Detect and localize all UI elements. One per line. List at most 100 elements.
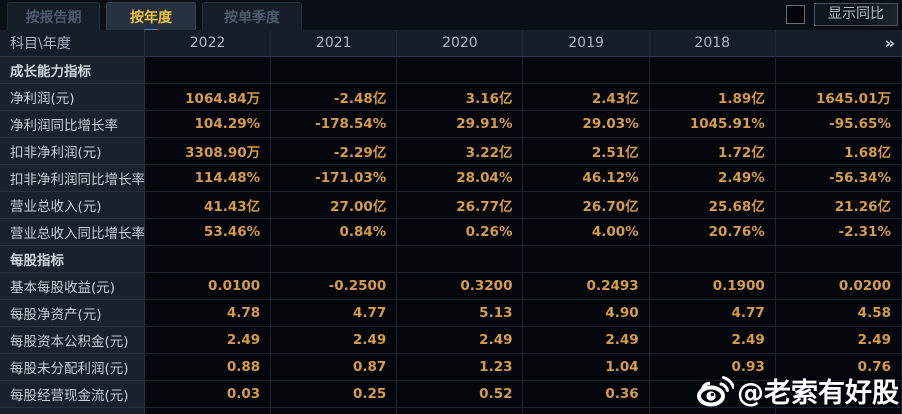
tab-by-year[interactable]: 按年度 <box>106 2 196 32</box>
value-cell: 53.46% <box>145 219 272 246</box>
value-cell: 2.49 <box>523 327 650 354</box>
column-header-year: 2019 <box>523 30 650 57</box>
value-cell: 1.72亿 <box>649 138 776 165</box>
tab-label: 按年度 <box>130 9 172 26</box>
value-cell: 0.3200 <box>397 273 524 300</box>
value-cell: 2.51亿 <box>523 138 650 165</box>
watermark: @老索有好股 <box>696 371 899 410</box>
value-cell: 1.89亿 <box>649 84 776 111</box>
value-cell: 4.00% <box>523 219 650 246</box>
value-cell <box>649 57 776 84</box>
value-cell: -2.48亿 <box>271 84 398 111</box>
value-cell: 1064.84万 <box>145 84 272 111</box>
value-cell: 0.0200 <box>775 273 902 300</box>
row-label: 扣非净利润同比增长率 <box>0 165 145 192</box>
tab-by-report-period[interactable]: 按报告期 <box>7 2 100 30</box>
value-cell: -0.2500 <box>271 273 398 300</box>
value-cell <box>397 408 524 414</box>
row-label: 每股未分配利润(元) <box>0 354 145 381</box>
value-cell: 104.29% <box>145 111 272 138</box>
yoy-controls: 显示同比 <box>786 0 902 30</box>
value-cell: 0.88 <box>145 354 272 381</box>
value-cell: 0.0100 <box>145 273 272 300</box>
value-cell <box>145 57 272 84</box>
value-cell: 1645.01万 <box>775 84 902 111</box>
tab-label: 按报告期 <box>25 9 82 26</box>
value-cell: 21.26亿 <box>775 192 902 219</box>
value-cell: 0.52 <box>397 381 524 408</box>
value-cell: 4.78 <box>145 300 272 327</box>
value-cell: 29.91% <box>397 111 524 138</box>
value-cell: 28.04% <box>397 165 524 192</box>
value-cell <box>523 408 650 414</box>
value-cell: 4.58 <box>775 300 902 327</box>
value-cell: 0.76 <box>775 354 902 381</box>
value-cell: -95.65% <box>775 111 902 138</box>
period-tabbar: 按报告期 按年度 按单季度 显示同比 <box>0 0 902 32</box>
row-label: 营业总收入(元) <box>0 192 145 219</box>
value-cell: 4.90 <box>523 300 650 327</box>
value-cell: 0.36 <box>523 381 650 408</box>
show-yoy-checkbox[interactable] <box>786 4 805 24</box>
value-cell: 2.49 <box>271 327 398 354</box>
value-cell: 2.49 <box>649 327 776 354</box>
section-row-label: 每股指标 <box>0 246 145 273</box>
value-cell: -2.31% <box>775 219 902 246</box>
value-cell: 0.84% <box>271 219 398 246</box>
column-header-year: 2020 <box>397 30 524 57</box>
value-cell <box>523 246 650 273</box>
value-cell: 2.49 <box>145 327 272 354</box>
value-cell: 114.48% <box>145 165 272 192</box>
value-cell: 3.16亿 <box>397 84 524 111</box>
value-cell: 29.03% <box>523 111 650 138</box>
value-cell: 0.03 <box>145 381 272 408</box>
value-cell <box>145 246 272 273</box>
row-label: 扣非净利润(元) <box>0 138 145 165</box>
value-cell: 26.70亿 <box>523 192 650 219</box>
show-yoy-button[interactable]: 显示同比 <box>814 2 898 26</box>
section-row-label: 成长能力指标 <box>0 57 145 84</box>
value-cell <box>523 57 650 84</box>
value-cell <box>397 57 524 84</box>
row-label: 营业总收入同比增长率 <box>0 219 145 246</box>
row-label <box>0 408 145 414</box>
value-cell: 0.25 <box>271 381 398 408</box>
value-cell <box>271 57 398 84</box>
value-cell: 3308.90万 <box>145 138 272 165</box>
value-cell: 27.00亿 <box>271 192 398 219</box>
value-cell: 25.68亿 <box>649 192 776 219</box>
column-header-year: 2021 <box>271 30 398 57</box>
row-label: 每股净资产(元) <box>0 300 145 327</box>
value-cell: -178.54% <box>271 111 398 138</box>
value-cell <box>397 246 524 273</box>
value-cell: 4.77 <box>271 300 398 327</box>
tab-by-single-quarter[interactable]: 按单季度 <box>202 2 302 30</box>
value-cell <box>775 57 902 84</box>
value-cell: 1.68亿 <box>775 138 902 165</box>
column-header-year: 2018 <box>649 30 776 57</box>
value-cell: 4.77 <box>649 300 776 327</box>
value-cell <box>145 408 272 414</box>
value-cell <box>649 246 776 273</box>
column-header-year: 2022 <box>145 30 272 57</box>
row-label: 基本每股收益(元) <box>0 273 145 300</box>
value-cell: 26.77亿 <box>397 192 524 219</box>
value-cell: 0.2493 <box>523 273 650 300</box>
value-cell: 0.1900 <box>649 273 776 300</box>
value-cell <box>271 246 398 273</box>
more-years-icon[interactable]: » <box>884 33 895 53</box>
value-cell: 2.49 <box>775 327 902 354</box>
weibo-icon <box>696 375 735 411</box>
value-cell <box>649 408 776 414</box>
value-cell: 0.87 <box>271 354 398 381</box>
value-cell: 1.23 <box>397 354 524 381</box>
value-cell <box>775 381 902 408</box>
row-label: 每股资本公积金(元) <box>0 327 145 354</box>
value-cell: 20.76% <box>649 219 776 246</box>
value-cell: -171.03% <box>271 165 398 192</box>
column-header-subject: 科目\年度 <box>0 30 145 57</box>
value-cell: 0.26% <box>397 219 524 246</box>
column-header-year: » <box>775 30 902 57</box>
value-cell: 41.43亿 <box>145 192 272 219</box>
